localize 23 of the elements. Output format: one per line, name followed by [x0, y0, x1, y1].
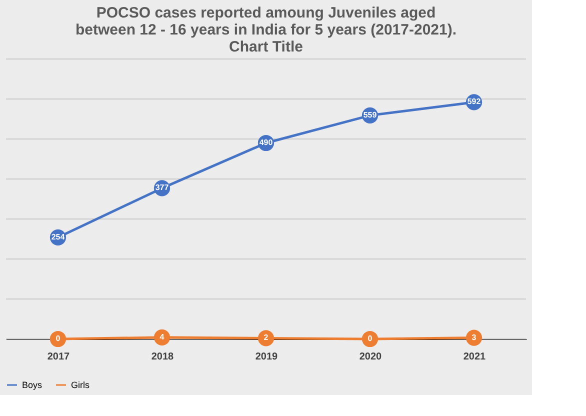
data-label: 3 — [472, 332, 477, 342]
point — [154, 329, 170, 346]
data-label: 377 — [155, 183, 170, 192]
data-label: 490 — [259, 138, 274, 147]
data-label: 254 — [51, 232, 66, 242]
x-tick-label: 2018 — [151, 352, 174, 362]
x-tick-label: 2019 — [255, 352, 278, 362]
point — [466, 330, 482, 346]
legend-label: Girls — [71, 380, 90, 390]
x-tick-label: 2017 — [47, 352, 70, 362]
chart-title: POCSO cases reported amoung Juveniles aged between 12 - 16 years in India for 5 years (2017-2021). Chart Title — [75, 4, 457, 56]
data-label: 559 — [363, 110, 378, 120]
point — [50, 330, 66, 348]
data-label: 4 — [160, 332, 165, 342]
data-label: 0 — [368, 334, 373, 343]
x-tick-label: 2021 — [463, 352, 486, 362]
data-label: 2 — [264, 333, 269, 342]
data-label: 592 — [467, 97, 482, 106]
x-tick-label: 2020 — [359, 352, 382, 362]
point — [258, 330, 274, 346]
data-label: 0 — [56, 334, 61, 343]
legend-label: Boys — [22, 380, 43, 390]
point — [362, 330, 378, 348]
